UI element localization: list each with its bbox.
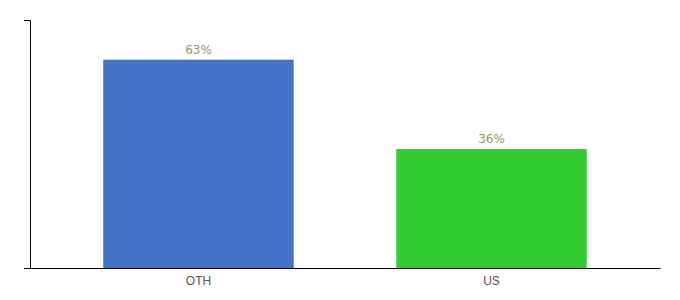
chart: OTH US 63% 36% (0, 0, 680, 300)
x-axis: OTH US (31, 268, 661, 288)
bars (103, 60, 586, 268)
data-labels: 63% 36% (185, 43, 505, 146)
bar (103, 60, 293, 268)
data-label: 36% (478, 132, 505, 146)
x-axis-line (31, 268, 661, 269)
bar (396, 149, 586, 268)
x-tick-label: US (483, 274, 500, 288)
y-axis-line (24, 21, 31, 269)
x-tick: US (483, 268, 500, 288)
y-axis (24, 21, 31, 269)
data-label: 63% (185, 43, 212, 57)
x-tick-label: OTH (186, 274, 211, 288)
x-tick: OTH (186, 268, 211, 288)
plot: OTH US 63% 36% (24, 21, 661, 288)
